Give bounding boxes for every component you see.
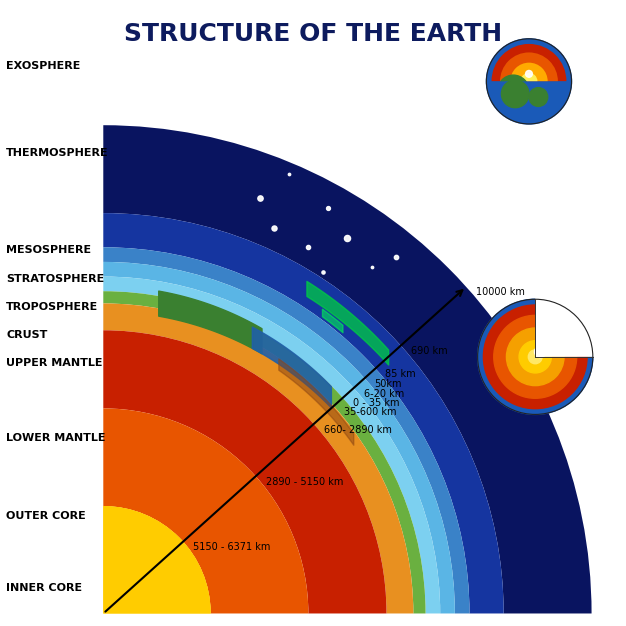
Text: THERMOSPHERE: THERMOSPHERE [6, 148, 109, 158]
Wedge shape [491, 44, 567, 81]
Wedge shape [535, 296, 596, 357]
Circle shape [486, 39, 572, 124]
Wedge shape [103, 506, 211, 613]
Wedge shape [486, 81, 572, 124]
Text: CRUST: CRUST [6, 330, 48, 340]
Text: 85 km: 85 km [386, 369, 416, 379]
Circle shape [511, 63, 547, 100]
Text: 660- 2890 km: 660- 2890 km [324, 424, 392, 434]
Wedge shape [103, 291, 426, 613]
Circle shape [491, 44, 567, 119]
Text: 6-20 km: 6-20 km [364, 389, 404, 399]
Text: 10000 km: 10000 km [476, 287, 525, 297]
Wedge shape [103, 277, 440, 613]
Circle shape [500, 53, 558, 110]
Wedge shape [103, 408, 309, 613]
Wedge shape [103, 247, 470, 613]
Text: OUTER CORE: OUTER CORE [6, 511, 86, 521]
Circle shape [546, 330, 568, 352]
Text: STRUCTURE OF THE EARTH: STRUCTURE OF THE EARTH [124, 22, 502, 46]
Text: EXOSPHERE: EXOSPHERE [6, 61, 81, 71]
Circle shape [494, 316, 577, 398]
Text: 50km: 50km [374, 379, 402, 389]
Circle shape [510, 372, 535, 398]
Text: TROPOSPHERE: TROPOSPHERE [6, 302, 98, 312]
Circle shape [526, 71, 532, 77]
Circle shape [519, 341, 552, 373]
Circle shape [501, 80, 529, 108]
Circle shape [551, 366, 570, 385]
Wedge shape [103, 262, 455, 613]
Wedge shape [103, 331, 386, 613]
Circle shape [530, 85, 550, 105]
Text: MESOSPHERE: MESOSPHERE [6, 245, 91, 255]
Wedge shape [520, 73, 538, 81]
Circle shape [506, 328, 564, 386]
Wedge shape [510, 63, 548, 81]
Circle shape [491, 316, 529, 354]
Circle shape [478, 299, 593, 414]
Circle shape [498, 75, 529, 106]
Text: LOWER MANTLE: LOWER MANTLE [6, 433, 106, 443]
Text: 35-600 km: 35-600 km [344, 407, 396, 416]
Wedge shape [103, 213, 504, 613]
Circle shape [483, 305, 587, 409]
Text: 0 - 35 km: 0 - 35 km [353, 398, 399, 408]
Wedge shape [103, 304, 413, 613]
Wedge shape [103, 125, 592, 613]
Circle shape [535, 346, 546, 357]
Text: 5150 - 6371 km: 5150 - 6371 km [193, 542, 270, 552]
Circle shape [528, 350, 542, 364]
Wedge shape [103, 506, 211, 613]
Text: UPPER MANTLE: UPPER MANTLE [6, 358, 103, 368]
Circle shape [521, 74, 536, 89]
Text: 690 km: 690 km [411, 346, 448, 356]
Text: STRATOSPHERE: STRATOSPHERE [6, 274, 105, 284]
Wedge shape [500, 53, 558, 81]
Text: INNER CORE: INNER CORE [6, 583, 83, 593]
Circle shape [529, 88, 548, 106]
Text: 2890 - 5150 km: 2890 - 5150 km [265, 477, 343, 487]
